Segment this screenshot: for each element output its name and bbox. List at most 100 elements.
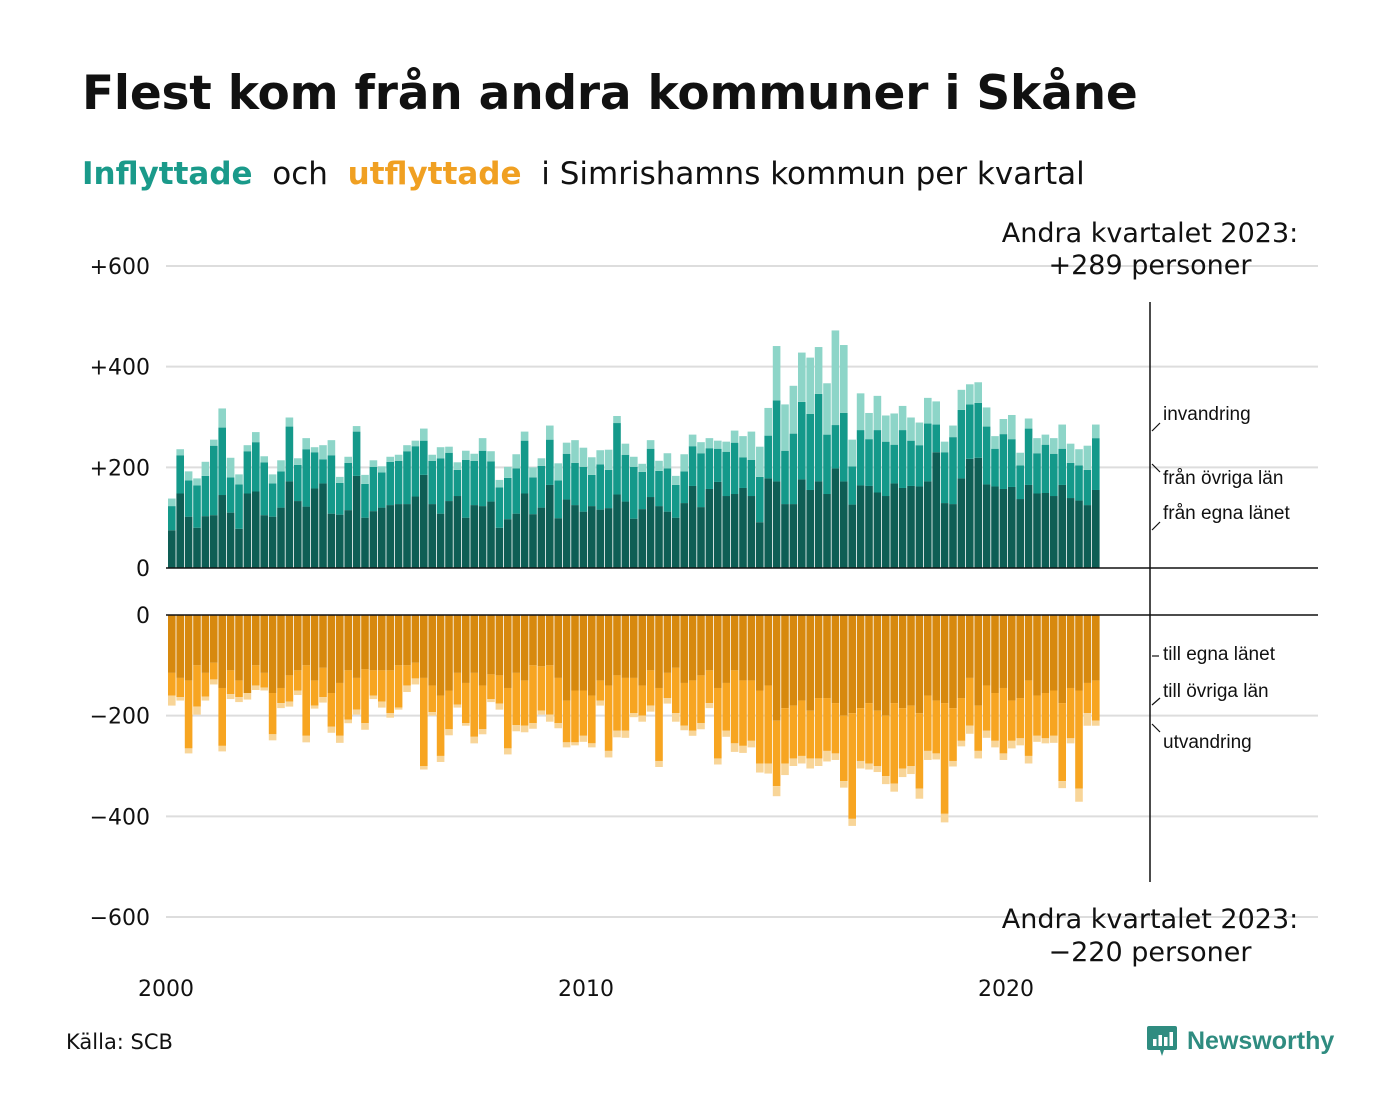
bar-in-egna-lanet [663,511,672,568]
bar-out-utvandring [882,776,890,785]
brand-name: Newsworthy [1187,1026,1335,1055]
bar-in-egna-lanet [487,501,495,568]
bar-in-ovriga-lan [453,469,462,497]
bar-in-egna-lanet [739,487,747,568]
bar-out-utvandring [1016,738,1024,746]
bar-in-invandring [680,454,688,472]
bar-in-invandring [932,401,940,425]
series-label-out: till övriga län [1163,681,1269,702]
series-label-in: från övriga län [1163,468,1283,489]
bar-in-invandring [957,389,966,410]
bar-in-invandring [1058,424,1066,449]
bar-out-egna-lanet [856,615,865,709]
bar-out-egna-lanet [252,615,260,666]
bar-in-egna-lanet [470,505,478,568]
bar-out-utvandring [949,760,957,767]
bar-in-egna-lanet [856,485,865,568]
bar-in-invandring [252,432,260,443]
bar-out-ovriga-lan [394,665,403,708]
bar-out-ovriga-lan [940,703,949,814]
bar-in-invandring [714,440,722,449]
bar-out-utvandring [352,709,361,715]
bar-out-ovriga-lan [1083,682,1092,714]
bar-out-ovriga-lan [336,682,344,736]
bar-in-egna-lanet [932,452,940,568]
bar-in-invandring [1066,443,1075,463]
bar-out-utvandring [1058,781,1066,789]
bar-in-invandring [966,384,974,405]
bar-out-utvandring [823,750,831,762]
x-tick-label: 2000 [138,977,194,1002]
bar-in-egna-lanet [630,518,638,568]
bar-in-invandring [352,426,361,432]
bar-in-ovriga-lan [991,448,999,487]
bar-in-invandring [394,454,403,461]
bar-in-egna-lanet [898,487,907,568]
bar-out-ovriga-lan [663,672,672,699]
bar-in-egna-lanet [915,486,924,568]
bar-out-ovriga-lan [982,685,991,731]
bar-out-ovriga-lan [588,695,596,744]
bar-out-utvandring [697,723,705,730]
bar-out-utvandring [730,743,739,752]
bar-out-egna-lanet [747,615,756,681]
bar-in-egna-lanet [554,518,562,568]
bar-in-invandring [361,474,369,484]
bar-out-ovriga-lan [949,708,957,761]
bar-out-egna-lanet [1016,615,1024,699]
bar-in-ovriga-lan [529,477,537,515]
bar-in-egna-lanet [411,496,420,568]
bar-out-ovriga-lan [890,703,898,784]
bar-out-ovriga-lan [327,693,336,727]
grid-layer [166,265,1318,918]
bar-out-ovriga-lan [806,710,814,759]
bar-out-egna-lanet [352,615,361,678]
bar-out-ovriga-lan [1075,690,1083,789]
bar-out-egna-lanet [411,615,420,663]
bar-out-ovriga-lan [1016,698,1024,739]
bar-in-invandring [344,456,352,463]
bar-out-ovriga-lan [1058,703,1066,782]
bar-out-utvandring [571,742,579,746]
bar-in-egna-lanet [814,481,823,568]
bar-in-ovriga-lan [176,455,184,494]
bar-out-egna-lanet [630,615,638,678]
bar-out-ovriga-lan [546,665,554,715]
bar-in-ovriga-lan [756,476,764,523]
bar-in-ovriga-lan [537,465,546,508]
bar-in-invandring [604,449,613,470]
bar-out-egna-lanet [663,615,672,673]
bar-out-utvandring [1092,720,1100,726]
bar-in-ovriga-lan [478,450,487,507]
bar-in-egna-lanet [781,504,789,568]
bar-in-invandring [386,456,394,462]
bar-in-ovriga-lan [520,440,529,494]
bar-out-ovriga-lan [865,703,873,764]
bar-in-invandring [562,442,571,454]
bar-in-ovriga-lan [1050,453,1058,497]
bar-out-ovriga-lan [898,708,907,769]
bar-out-utvandring [604,750,613,758]
bar-out-ovriga-lan [1066,687,1075,739]
bar-out-egna-lanet [814,615,823,699]
bar-in-ovriga-lan [504,477,512,520]
bar-in-egna-lanet [1083,505,1092,568]
bar-in-egna-lanet [210,515,218,568]
bar-out-egna-lanet [756,615,764,691]
bar-in-egna-lanet [730,494,739,568]
bar-in-egna-lanet [168,530,176,568]
bar-out-egna-lanet [226,615,235,671]
bar-in-invandring [302,438,310,450]
bar-in-ovriga-lan [445,452,453,502]
bar-in-egna-lanet [302,506,310,568]
bar-out-utvandring [940,813,949,823]
bar-out-utvandring [924,750,932,760]
bar-out-utvandring [369,695,378,700]
bar-out-ovriga-lan [613,675,621,731]
bar-out-egna-lanet [613,615,621,676]
bar-in-egna-lanet [999,488,1008,568]
bar-out-ovriga-lan [310,680,319,706]
bar-in-invandring [210,439,218,446]
bar-out-ovriga-lan [478,685,487,730]
bar-in-egna-lanet [604,508,613,568]
